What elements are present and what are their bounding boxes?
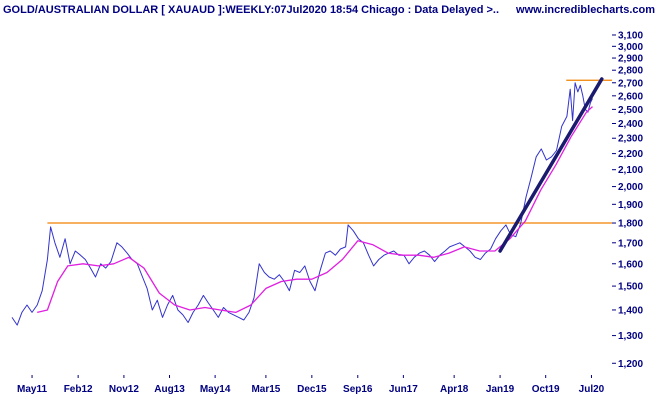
x-tick-label: Nov12	[109, 384, 139, 395]
x-tick-label: Sep16	[343, 384, 373, 395]
y-tick-label: 1,600	[618, 259, 643, 270]
y-tick-label: 1,500	[618, 282, 643, 293]
y-tick-label: 1,700	[618, 238, 643, 249]
y-tick-label: 2,500	[618, 105, 643, 116]
x-tick-label: Jul20	[579, 384, 605, 395]
chart-title: GOLD/AUSTRALIAN DOLLAR [ XAUAUD ]:WEEKLY…	[3, 4, 499, 16]
y-tick-label: 3,000	[618, 42, 643, 53]
x-tick-label: Jun17	[389, 384, 418, 395]
y-tick-label: 1,400	[618, 305, 643, 316]
x-tick-label: Apr18	[440, 384, 469, 395]
y-tick-label: 2,100	[618, 165, 643, 176]
y-tick-label: 1,300	[618, 331, 643, 342]
y-axis: 1,200 1,300 1,400 1,500 1,600 1,700 1,800 1,900…	[612, 30, 643, 370]
y-tick-label: 2,800	[618, 66, 643, 77]
y-tick-label: 2,400	[618, 119, 643, 130]
y-tick-label: 2,300	[618, 134, 643, 145]
trendline-layer	[498, 77, 604, 253]
x-tick-label: Dec15	[297, 384, 327, 395]
x-tick-label: Feb12	[64, 384, 93, 395]
y-tick-label: 1,200	[618, 359, 643, 370]
x-tick-label: May14	[200, 384, 231, 395]
y-tick-label: 2,900	[618, 54, 643, 65]
x-tick-label: Aug13	[154, 384, 185, 395]
website-label: www.incrediblecharts.com	[515, 4, 655, 16]
y-tick-label: 2,700	[618, 78, 643, 89]
price-series-line	[11, 82, 593, 326]
x-tick-label: May11	[17, 384, 47, 395]
plot-area	[11, 77, 612, 326]
y-tick-label: 1,800	[618, 219, 643, 230]
y-tick-label: 1,900	[618, 200, 643, 211]
y-tick-label: 2,600	[618, 91, 643, 102]
x-axis: May11 Feb12 Nov12 Aug13 May14 Mar15 Dec15 Sep16…	[17, 375, 605, 395]
x-tick-label: Oct19	[532, 384, 560, 395]
x-tick-label: Mar15	[251, 384, 280, 395]
y-tick-label: 2,000	[618, 182, 643, 193]
trendline	[498, 77, 604, 253]
x-tick-label: Jan19	[486, 384, 515, 395]
y-tick-label: 3,100	[618, 30, 643, 41]
y-tick-label: 2,200	[618, 149, 643, 160]
